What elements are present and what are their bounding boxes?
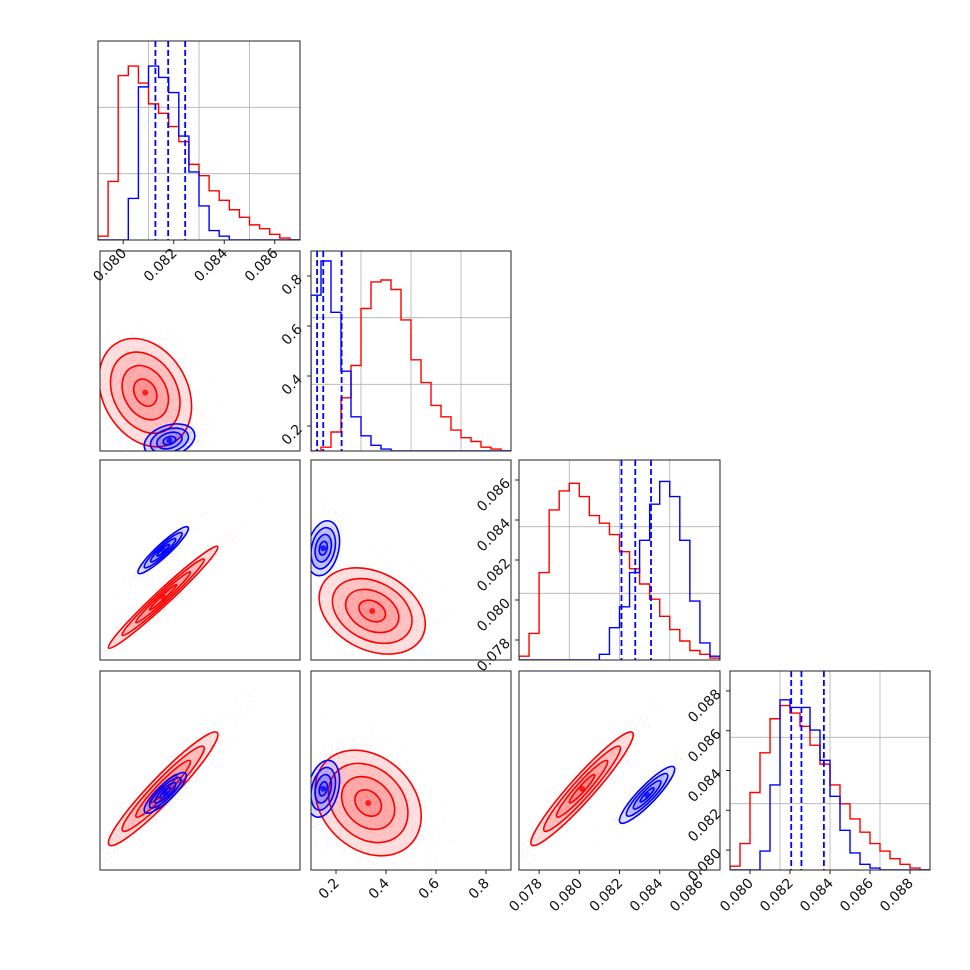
red-density-peak: [369, 607, 376, 614]
panel-r3c2: [310, 459, 512, 661]
panel-frame: [99, 670, 301, 871]
histogram-step-0: [519, 482, 720, 660]
panel-plot-area: [98, 41, 300, 240]
panel-frame: [310, 250, 512, 452]
x-tick-label: 0.082: [757, 876, 797, 916]
histogram-step-1: [519, 480, 720, 660]
x-tick-label: 0.084: [627, 875, 667, 915]
panel-r4c1: [99, 670, 301, 871]
panel-frame: [99, 250, 301, 452]
blue-density-peak: [162, 789, 169, 796]
red-density-peak: [142, 389, 149, 396]
x-tick-label: 0.088: [877, 876, 917, 916]
histogram-step-0: [311, 279, 511, 451]
panel-plot-area: [519, 703, 691, 865]
red-scatter-points: [311, 717, 449, 870]
red-scatter-points: [100, 313, 221, 451]
panel-diag-2: 0.2 0.4 0.6 0.8: [279, 250, 512, 452]
blue-density-peak: [320, 545, 327, 552]
blue-density-peak: [166, 437, 173, 444]
panel-frame: [97, 40, 301, 241]
x-tick-label: 0.080: [546, 876, 586, 916]
panel-plot-area: [100, 313, 221, 451]
panel-plot-area: [519, 460, 720, 660]
x-tick-label: 0.080: [717, 876, 757, 916]
panel-r2c1: [99, 250, 301, 452]
x-tick-label: 0.078: [506, 876, 546, 916]
blue-scatter-points: [117, 512, 206, 597]
y-tick-label: 0.6: [279, 321, 306, 348]
histogram-step-1: [730, 699, 930, 870]
red-density-peak: [579, 785, 586, 792]
y-tick-label: 0.4: [279, 371, 306, 398]
histogram-step-1: [98, 65, 300, 240]
panel-frame: [310, 670, 512, 871]
red-density-peak: [365, 799, 372, 806]
blue-density-peak: [160, 547, 167, 554]
histogram-step-0: [98, 65, 300, 240]
blue-scatter-points: [311, 499, 351, 589]
blue-density-peak: [320, 785, 327, 792]
y-tick-label: 0.082: [685, 806, 725, 846]
x-tick-label: 0.082: [587, 876, 627, 916]
histogram-step-1: [311, 260, 511, 451]
panel-plot-area: [100, 695, 255, 864]
panel-plot-area: [311, 717, 449, 870]
y-tick-label: 0.082: [474, 556, 514, 596]
y-tick-label: 0.8: [279, 272, 306, 299]
y-tick-label: 0.086: [685, 726, 725, 766]
panel-r3c1: [99, 459, 301, 661]
x-tick-label: 0.4: [366, 875, 393, 902]
panel-frame: [99, 459, 301, 661]
x-tick-label: 0.084: [797, 875, 837, 915]
y-tick-label: 0.078: [474, 636, 514, 676]
panel-plot-area: [100, 495, 264, 659]
red-density-peak: [160, 594, 167, 601]
y-tick-label: 0.2: [279, 422, 306, 449]
y-tick-label: 0.080: [474, 596, 514, 636]
panel-plot-area: [730, 671, 930, 870]
x-tick-label: 0.8: [466, 876, 493, 903]
x-tick-label: 0.6: [416, 875, 443, 902]
panel-frame: [310, 459, 512, 661]
blue-scatter-points: [131, 417, 207, 451]
panel-plot-area: [311, 499, 452, 660]
y-tick-label: 0.088: [685, 686, 725, 726]
y-tick-label: 0.084: [474, 515, 514, 555]
panel-r4c2: 0.2 0.4 0.6 0.8: [310, 670, 512, 903]
x-tick-label: 0.2: [316, 876, 343, 903]
x-tick-label: 0.086: [667, 875, 707, 915]
red-scatter-points: [100, 695, 255, 864]
panel-plot-area: [311, 251, 511, 451]
red-scatter-points: [519, 703, 661, 865]
y-tick-label: 0.086: [474, 475, 514, 515]
x-tick-label: 0.086: [837, 875, 877, 915]
red-scatter-points: [311, 547, 452, 660]
panel-diag-1: 0.080 0.082 0.084 0.086: [90, 40, 301, 285]
blue-density-peak: [644, 791, 651, 798]
y-tick-label: 0.084: [685, 766, 725, 806]
